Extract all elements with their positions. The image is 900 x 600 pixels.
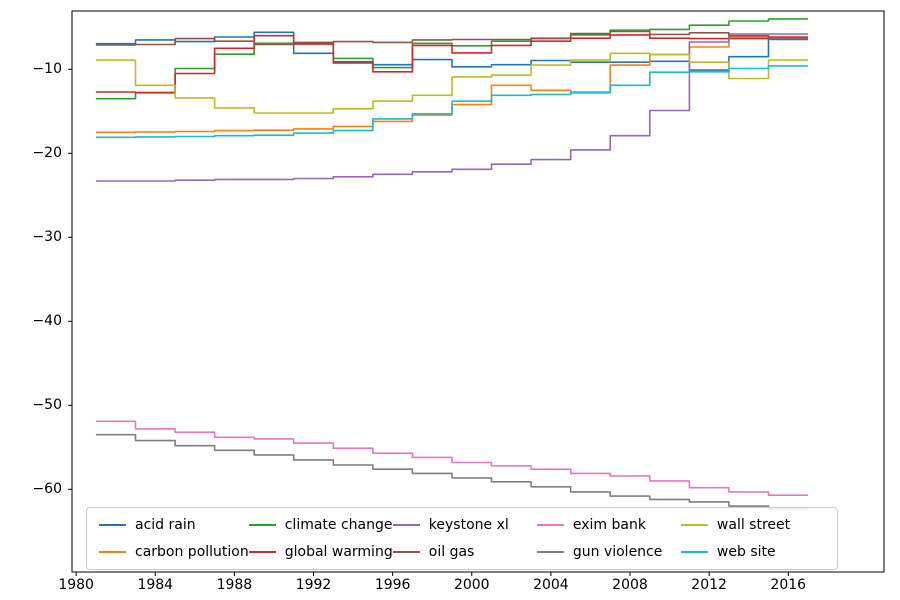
legend-swatch-icon — [99, 524, 126, 527]
legend-swatch-icon — [248, 524, 276, 527]
legend-item-keystone-xl: keystone xl — [392, 517, 537, 534]
legend-swatch-icon — [680, 550, 708, 553]
series-line-global-warming — [95, 34, 808, 94]
legend-label: carbon pollution — [135, 543, 249, 560]
legend-label: acid rain — [135, 517, 196, 534]
y-tick-label: −20 — [32, 145, 62, 162]
legend-item-wall-street: wall street — [680, 517, 825, 534]
legend-swatch-icon — [248, 550, 276, 553]
legend-item-acid-rain: acid rain — [99, 517, 249, 533]
legend: acid rain carbon pollution climate change g… — [86, 507, 838, 570]
x-tick-label: 2016 — [770, 577, 807, 593]
legend-item-global-warming: global warming — [248, 543, 393, 560]
legend-swatch-icon — [99, 550, 126, 553]
legend-label: exim bank — [572, 517, 646, 534]
legend-swatch-icon — [680, 524, 708, 527]
x-tick-label: 2000 — [453, 577, 490, 593]
x-tick-label: 1984 — [137, 577, 174, 593]
legend-swatch-icon — [536, 524, 564, 527]
legend-label: web site — [716, 543, 776, 560]
y-tick-label: −40 — [32, 313, 62, 330]
series-line-keystone-xl — [95, 33, 808, 182]
series-line-wall-street — [95, 52, 808, 114]
series-line-oil-gas — [95, 30, 808, 46]
legend-item-web-site: web site — [680, 543, 825, 560]
legend-item-carbon-pollution: carbon pollution — [99, 544, 249, 560]
x-tick-label: 1996 — [374, 577, 411, 593]
legend-item-gun-violence: gun violence — [536, 543, 681, 560]
x-tick-label: 2004 — [533, 577, 569, 593]
legend-swatch-icon — [392, 550, 420, 553]
legend-label: keystone xl — [428, 517, 509, 534]
legend-item-climate-change: climate change — [248, 517, 393, 534]
series-line-exim-bank — [95, 420, 808, 496]
x-tick-label: 1988 — [216, 577, 253, 593]
x-tick-label: 2012 — [691, 577, 727, 593]
series-line-web-site — [95, 65, 808, 139]
x-tick-label: 1980 — [58, 577, 94, 593]
legend-item-exim-bank: exim bank — [536, 517, 681, 534]
legend-label: wall street — [716, 517, 791, 534]
y-tick-label: −50 — [32, 397, 62, 414]
legend-item-oil-gas: oil gas — [392, 543, 537, 560]
legend-swatch-icon — [536, 550, 564, 553]
y-tick-label: −30 — [32, 229, 62, 246]
x-tick-label: 1992 — [295, 577, 332, 593]
legend-label: gun violence — [572, 543, 663, 560]
legend-label: oil gas — [428, 543, 475, 560]
legend-swatch-icon — [392, 524, 420, 527]
series-line-gun-violence — [95, 433, 808, 510]
y-tick-label: −10 — [32, 61, 62, 78]
x-tick-label: 2008 — [612, 577, 648, 593]
legend-label: climate change — [284, 517, 393, 534]
plot-border — [71, 10, 885, 573]
y-tick-label: −60 — [32, 481, 62, 498]
legend-label: global warming — [284, 543, 393, 560]
